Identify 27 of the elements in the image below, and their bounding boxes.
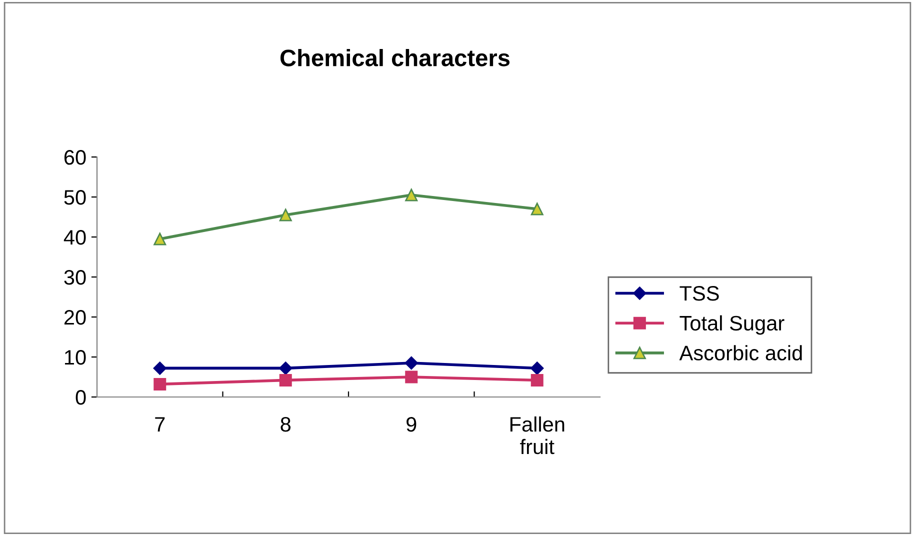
y-tick-label: 0: [76, 390, 86, 405]
y-tick-label: 30: [64, 270, 86, 285]
point: [530, 374, 544, 386]
chart-title: Chemical characters: [280, 48, 510, 66]
point: [153, 362, 166, 375]
x-tick-label: 8: [280, 416, 291, 432]
point: [154, 232, 166, 246]
point: [530, 202, 544, 216]
legend-label: Total Sugar: [680, 315, 784, 335]
point: [405, 370, 418, 384]
point: [279, 208, 292, 222]
point: [404, 356, 418, 370]
x-tick-label: 7: [155, 417, 165, 432]
point: [154, 378, 166, 390]
x-tick-label: 9: [406, 416, 416, 432]
x-tick-label: Fallen fruit: [510, 416, 564, 454]
y-tick-label: 50: [64, 190, 86, 205]
legend-label: Ascorbic acid: [679, 345, 802, 360]
y-tick-label: 20: [64, 310, 86, 325]
y-tick-label: 10: [65, 350, 86, 365]
y-tick-label: 40: [64, 230, 86, 245]
point: [279, 362, 292, 375]
y-tick-label: 60: [64, 150, 86, 165]
point: [279, 374, 292, 386]
point: [405, 188, 418, 202]
legend-label: TSS: [680, 286, 719, 301]
point: [530, 362, 544, 375]
